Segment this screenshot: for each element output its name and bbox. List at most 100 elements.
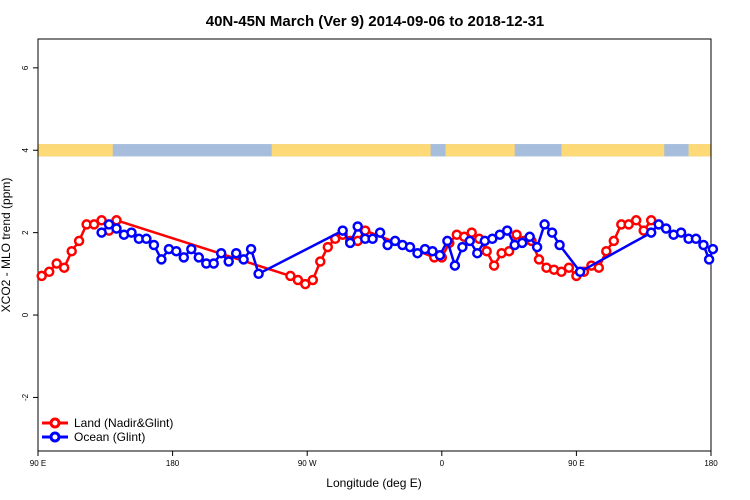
series-0-point-33 <box>511 229 522 240</box>
series-1-point-18 <box>230 247 242 259</box>
series-1-point-50 <box>546 227 558 238</box>
series-0-point-30 <box>488 260 500 271</box>
land-mask-segment-3 <box>561 144 665 157</box>
series-1-point-60 <box>698 239 709 251</box>
x-tick-label-2: 90 W <box>298 459 317 468</box>
series-1-point-51 <box>554 239 565 251</box>
series-1-point-22 <box>337 225 348 236</box>
x-tick-label-5: 180 <box>704 459 718 468</box>
series-1-point-29 <box>389 235 401 247</box>
series-0-point-51 <box>645 215 657 226</box>
land-mask-segment-4 <box>688 144 711 157</box>
x-tick-label-0: 90 E <box>30 459 46 468</box>
x-axis: 90 E 180 90 W 0 90 E 180 <box>30 451 718 468</box>
series-1-point-8 <box>156 254 167 265</box>
series-1-point-23 <box>344 237 356 249</box>
x-tick-label-3: 0 <box>440 459 445 468</box>
series-1-point-44 <box>501 225 513 236</box>
series-1-point-32 <box>412 247 423 259</box>
series-1-point-28 <box>382 239 393 251</box>
series-1-point-48 <box>531 241 543 253</box>
y-tick-label-4: 6 <box>21 65 30 70</box>
series-layer <box>36 215 719 290</box>
y-tick-label-1: 0 <box>21 312 30 317</box>
series-1-point-12 <box>186 243 197 255</box>
series-0-point-3 <box>58 262 70 273</box>
series-1-point-53 <box>645 227 657 238</box>
series-1-point-62 <box>707 243 719 255</box>
series-1-point-34 <box>427 245 438 257</box>
land-mask-segment-1 <box>271 144 431 157</box>
series-1-point-39 <box>464 235 476 247</box>
series-0-point-11 <box>285 270 296 282</box>
series-1-point-36 <box>442 235 453 247</box>
series-1-point-7 <box>148 239 160 251</box>
series-0-point-39 <box>556 266 567 278</box>
series-0-point-2 <box>51 258 62 269</box>
chart-title: 40N-45N March (Ver 9) 2014-09-06 to 2018… <box>206 13 545 30</box>
series-0-point-46 <box>608 235 620 247</box>
series-1-point-10 <box>171 245 182 257</box>
series-1-point-0 <box>96 227 107 238</box>
series-1-point-21 <box>253 268 264 280</box>
series-0-point-1 <box>43 266 55 278</box>
series-0-point-0 <box>36 270 47 282</box>
series-1-point-15 <box>208 258 219 269</box>
y-tick-label-3: 4 <box>21 147 30 152</box>
legend-land-label: Land (Nadir&Glint) <box>74 416 173 430</box>
land-ocean-mask <box>38 144 711 157</box>
series-1-point-61 <box>703 254 715 265</box>
series-1-point-31 <box>404 241 416 253</box>
series-1-point-55 <box>660 223 672 234</box>
series-1-point-16 <box>215 247 227 259</box>
series-0-point-49 <box>630 215 642 226</box>
series-1-point-24 <box>352 221 363 232</box>
series-1-point-19 <box>238 254 249 265</box>
legend-land-marker <box>49 417 61 429</box>
series-0-point-8 <box>96 215 107 226</box>
series-0-point-15 <box>315 256 326 267</box>
land-mask-segment-0 <box>38 144 113 157</box>
series-1-point-17 <box>223 256 234 267</box>
series-1-point-52 <box>574 266 586 278</box>
series-0-point-48 <box>623 219 634 230</box>
y-axis: -2 0 2 4 6 <box>21 65 38 401</box>
series-0-point-36 <box>533 254 545 265</box>
series-0-point-7 <box>88 219 100 230</box>
y-tick-label-2: 2 <box>21 230 30 235</box>
series-1-point-35 <box>434 250 446 261</box>
series-1-point-11 <box>178 252 190 263</box>
y-tick-label-0: -2 <box>21 393 30 401</box>
series-0-point-16 <box>322 241 334 253</box>
x-tick-label-1: 180 <box>166 459 180 468</box>
x-axis-label: Longitude (deg E) <box>326 476 421 490</box>
series-1-point-26 <box>367 233 378 245</box>
x-tick-label-4: 90 E <box>568 459 584 468</box>
legend-ocean-marker <box>49 431 61 443</box>
land-mask-segment-2 <box>445 144 515 157</box>
series-1-point-42 <box>487 233 498 245</box>
series-1-point-38 <box>457 241 468 253</box>
series-1-point-6 <box>141 233 152 245</box>
series-1-point-13 <box>193 252 205 263</box>
series-0-point-4 <box>66 245 77 257</box>
series-1-point-4 <box>126 227 137 238</box>
series-1-point-47 <box>524 231 535 243</box>
series-1-point-40 <box>472 247 483 259</box>
series-0-point-27 <box>466 227 477 238</box>
series-0-point-45 <box>601 245 612 257</box>
series-1-point-46 <box>516 237 528 249</box>
series-1-point-59 <box>690 233 702 245</box>
series-1-point-54 <box>653 219 664 230</box>
series-1-point-57 <box>675 227 687 238</box>
series-0-point-5 <box>73 235 85 247</box>
series-1-point-1 <box>103 219 115 230</box>
series-1-point-37 <box>449 260 461 271</box>
series-1-point-27 <box>374 227 386 238</box>
series-0-point-29 <box>481 245 492 257</box>
legend-ocean-label: Ocean (Glint) <box>74 430 145 444</box>
series-0-point-14 <box>307 274 319 286</box>
series-1 <box>96 219 719 280</box>
series-0-point-40 <box>563 262 575 273</box>
